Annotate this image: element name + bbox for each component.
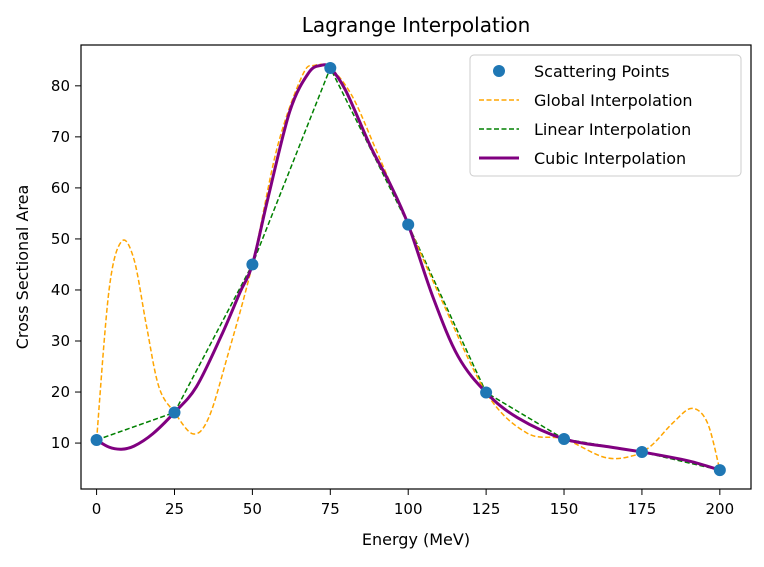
legend-box [469, 54, 742, 177]
scatter-point [246, 258, 259, 271]
y-tick-label: 40 [51, 281, 70, 299]
series-line-cubic-interpolation [95, 63, 721, 472]
y-tick-label: 50 [51, 230, 70, 248]
x-tick-label: 100 [394, 500, 423, 518]
scatter-point [713, 464, 726, 477]
scatter-point [324, 61, 337, 74]
x-tick-label: 125 [472, 500, 501, 518]
plot-frame [80, 44, 752, 490]
legend-label: Linear Interpolation [534, 120, 691, 139]
scatter-point [90, 434, 103, 447]
legend-marker [493, 65, 505, 77]
y-tick-label: 20 [51, 383, 70, 401]
y-tick-label: 60 [51, 179, 70, 197]
y-tick-label: 10 [51, 434, 70, 452]
y-tick-label: 80 [51, 77, 70, 95]
plot-area: 0 25 50 75 100 125 150 175 200 10 20 30 40 50 60 70 80 [51, 44, 752, 518]
x-tick-label: 175 [628, 500, 657, 518]
legend-label: Scattering Points [534, 62, 670, 81]
x-tick-label: 200 [706, 500, 735, 518]
y-tick-label: 70 [51, 128, 70, 146]
x-tick-label: 50 [243, 500, 262, 518]
y-axis-label: Cross Sectional Area [13, 185, 32, 350]
x-tick-label: 0 [92, 500, 102, 518]
legend-label: Global Interpolation [534, 91, 693, 110]
x-tick-label: 25 [165, 500, 184, 518]
legend-label: Cubic Interpolation [534, 149, 686, 168]
scatter-point [635, 446, 648, 458]
x-axis-label: Energy (MeV) [362, 530, 470, 549]
data-layer [90, 61, 726, 477]
y-tick-label: 30 [51, 332, 70, 350]
chart-title: Lagrange Interpolation [302, 13, 531, 37]
scatter-point [558, 432, 571, 445]
scatter-point [480, 386, 493, 399]
scatter-point [168, 406, 181, 419]
scatter-point [402, 218, 415, 231]
legend: Scattering Points Global Interpolation Lin… [469, 54, 742, 177]
x-tick-label: 150 [550, 500, 579, 518]
x-tick-label: 75 [321, 500, 340, 518]
